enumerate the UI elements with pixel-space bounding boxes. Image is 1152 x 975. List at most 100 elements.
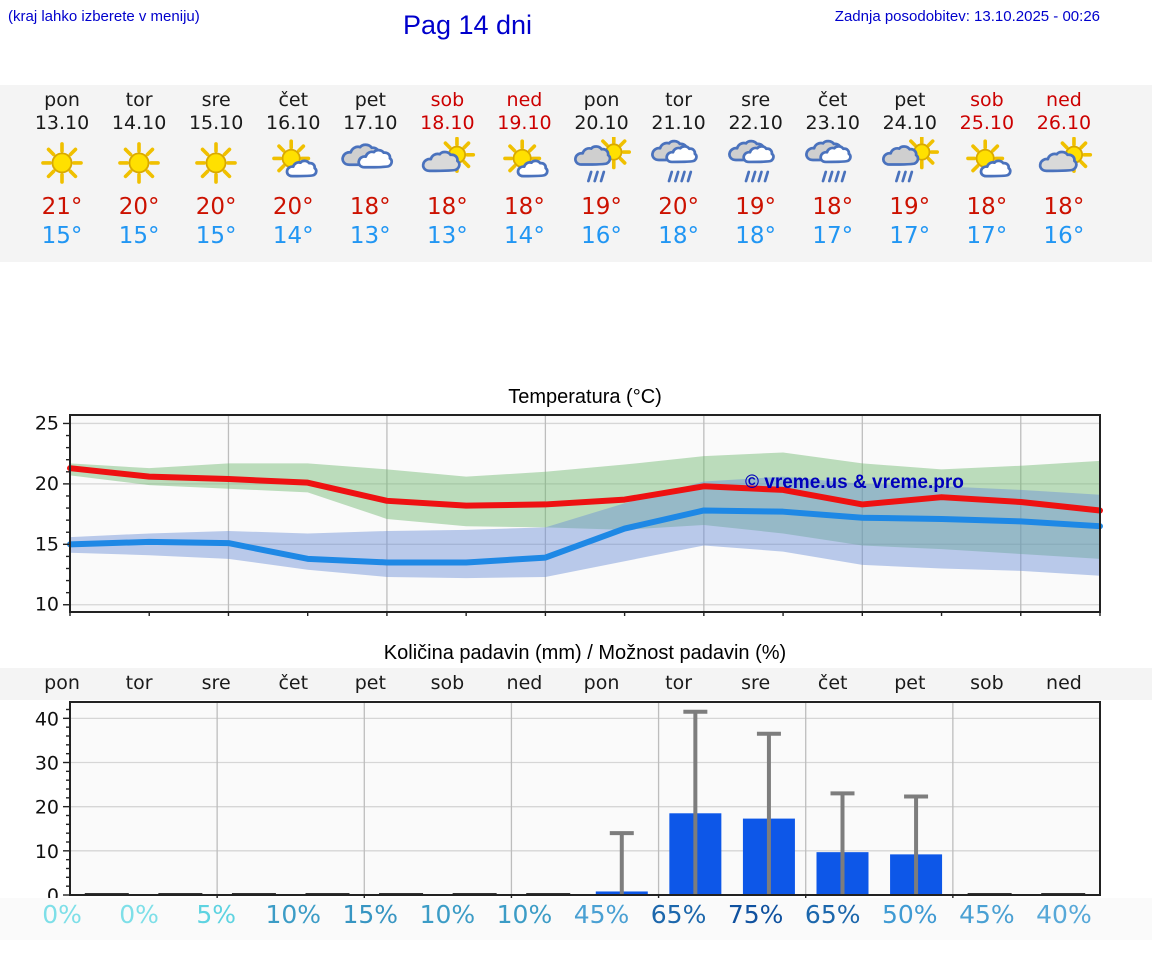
- day-label: sob: [430, 672, 465, 694]
- clear-icon: [41, 142, 83, 184]
- forecast-day: ned 26.10 18° 16°: [1025, 85, 1102, 262]
- day-date: 21.10: [651, 112, 706, 134]
- low-temp: 17°: [812, 223, 854, 249]
- low-temp: 18°: [735, 223, 777, 249]
- weather-icon-cell: [255, 137, 332, 189]
- low-temp: 16°: [581, 223, 622, 249]
- temperature-chart-title: Temperatura (°C): [508, 386, 662, 408]
- low-temp: 17°: [889, 223, 931, 249]
- day-label: ned: [506, 672, 543, 694]
- forecast-day: pon 20.10 19° 16°: [563, 85, 640, 262]
- mostly-sunny-icon: [966, 139, 1012, 178]
- forecast-day: sob 18.10 18° 13°: [409, 85, 486, 262]
- day-label: pet: [894, 672, 926, 694]
- low-temp: 15°: [195, 223, 237, 249]
- weather-icon-cell: [563, 134, 640, 189]
- high-temp: 18°: [349, 194, 391, 220]
- probability-label: 0%: [119, 900, 159, 929]
- day-label: ned: [1046, 672, 1082, 694]
- day-date: 13.10: [34, 112, 90, 134]
- cloudy-icon: [341, 143, 394, 169]
- day-name: pon: [44, 89, 80, 111]
- forecast-day: tor 21.10 20° 18°: [640, 85, 717, 262]
- low-temp: 18°: [658, 223, 699, 249]
- weather-icon-cell: [332, 137, 409, 189]
- y-tick-label: 20: [35, 473, 59, 495]
- low-temp: 17°: [966, 223, 1008, 249]
- day-date: 22.10: [728, 112, 783, 134]
- day-name: tor: [125, 89, 153, 111]
- y-tick-label: 0: [47, 885, 59, 898]
- high-temp: 19°: [581, 194, 622, 220]
- probability-label: 40%: [1036, 900, 1092, 929]
- high-temp: 18°: [504, 194, 545, 220]
- mostly-sunny-icon: [272, 139, 318, 178]
- high-temp: 18°: [812, 194, 854, 220]
- precip-day-labels: pon tor sre čet pet sob ned pon tor sre čet pet sob n…: [0, 668, 1152, 700]
- probability-label: 65%: [804, 900, 861, 929]
- precipitation-chart: 0 10 20 30 40: [35, 701, 1101, 898]
- y-tick-label: 30: [35, 753, 59, 775]
- rain-icon: [650, 139, 698, 183]
- day-label: pet: [354, 672, 386, 694]
- high-temp: 18°: [966, 194, 1008, 220]
- low-temp: 14°: [504, 223, 545, 249]
- high-temp: 20°: [118, 194, 160, 220]
- day-name: sob: [970, 89, 1004, 111]
- y-tick-label: 15: [35, 533, 59, 555]
- high-temp: 18°: [426, 194, 468, 220]
- day-name: sob: [430, 89, 465, 111]
- day-date: 16.10: [266, 112, 321, 134]
- y-tick-label: 10: [35, 594, 59, 616]
- probability-label: 65%: [650, 900, 707, 929]
- probability-label: 45%: [573, 900, 630, 929]
- probability-label: 50%: [882, 900, 938, 929]
- day-label: čet: [817, 672, 848, 694]
- forecast-day: tor 14.10 20° 15°: [101, 85, 178, 262]
- sun-showers-icon: [881, 134, 939, 183]
- probability-label: 15%: [342, 900, 399, 929]
- forecast-day: pon 13.10 21° 15°: [24, 85, 101, 262]
- weather-icon-cell: [486, 137, 563, 189]
- day-label: sre: [201, 672, 231, 694]
- probability-label: 0%: [42, 900, 82, 929]
- y-tick-label: 40: [35, 708, 59, 730]
- weather-icon-cell: [101, 137, 178, 189]
- low-temp: 15°: [118, 223, 160, 249]
- day-name: pet: [354, 89, 386, 111]
- low-temp: 13°: [349, 223, 391, 249]
- weather-icon-cell: [640, 137, 717, 189]
- day-date: 26.10: [1036, 112, 1092, 134]
- day-date: 19.10: [497, 112, 552, 134]
- temperature-chart: 10 15 20 25 © vreme.us & vreme.pro: [35, 412, 1103, 616]
- weather-icon-cell: [1025, 136, 1102, 189]
- weather-icon-cell: [178, 137, 255, 189]
- weather-icon-cell: [871, 134, 948, 189]
- clear-icon: [195, 142, 237, 184]
- probability-label: 10%: [496, 900, 553, 929]
- day-label: pon: [44, 672, 80, 694]
- day-name: čet: [817, 89, 848, 111]
- day-name: sre: [741, 89, 771, 111]
- day-date: 24.10: [882, 112, 937, 134]
- sun-showers-icon: [573, 134, 631, 183]
- rain-icon: [804, 139, 852, 183]
- day-date: 18.10: [420, 112, 475, 134]
- probability-label: 75%: [727, 900, 784, 929]
- y-tick-label: 10: [35, 841, 59, 863]
- day-date: 23.10: [805, 112, 860, 134]
- high-temp: 20°: [195, 194, 237, 220]
- weather-icon-cell: [409, 136, 486, 189]
- partly-cloudy-icon: [1038, 136, 1093, 173]
- clear-icon: [118, 142, 160, 184]
- high-temp: 19°: [735, 194, 777, 220]
- day-date: 14.10: [111, 112, 167, 134]
- day-date: 20.10: [574, 112, 629, 134]
- day-label: pon: [583, 672, 620, 694]
- day-label: tor: [125, 672, 153, 694]
- rain-icon: [727, 139, 775, 183]
- day-label: tor: [665, 672, 693, 694]
- high-temp: 20°: [272, 194, 314, 220]
- probability-label: 10%: [265, 900, 322, 929]
